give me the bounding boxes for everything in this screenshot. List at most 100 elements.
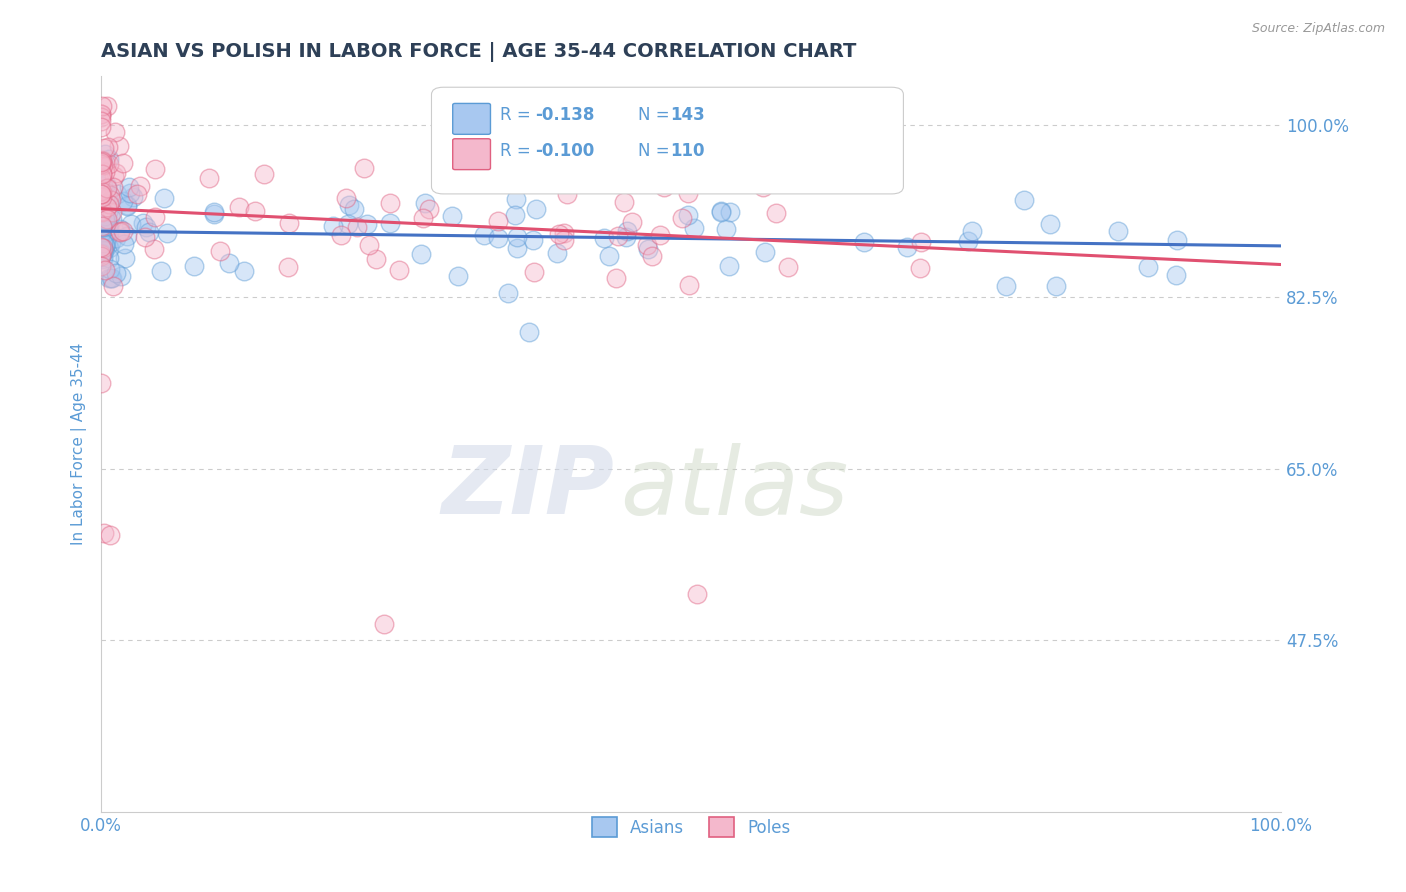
Point — [120, 217, 142, 231]
Point — [672, 171, 695, 186]
Point — [97, 188, 120, 202]
Point — [90, 114, 112, 128]
Point — [93, 237, 115, 252]
Point — [90, 222, 112, 236]
Point — [546, 246, 568, 260]
Point — [127, 186, 149, 201]
Point — [90, 219, 112, 234]
Point — [94, 213, 117, 227]
Point — [522, 233, 544, 247]
Point — [90, 184, 112, 198]
Point — [90, 110, 112, 124]
Point — [91, 237, 114, 252]
Point — [91, 190, 114, 204]
Point — [143, 161, 166, 176]
Point — [150, 264, 173, 278]
Point — [505, 193, 527, 207]
Point — [94, 157, 117, 171]
Point — [91, 243, 114, 257]
Point — [103, 279, 125, 293]
Point — [97, 153, 120, 167]
Point — [409, 247, 432, 261]
Point — [97, 204, 120, 219]
Point — [896, 240, 918, 254]
Point — [118, 180, 141, 194]
Point — [329, 228, 352, 243]
Point — [101, 212, 124, 227]
Point — [155, 226, 177, 240]
Point — [90, 211, 112, 226]
FancyBboxPatch shape — [432, 87, 904, 194]
Point — [636, 238, 658, 252]
Point — [90, 226, 112, 240]
Point — [337, 198, 360, 212]
Point — [93, 141, 115, 155]
Point — [593, 168, 616, 182]
Point — [322, 219, 344, 234]
Point — [93, 214, 115, 228]
Point — [91, 168, 114, 182]
Point — [717, 259, 740, 273]
Point — [90, 247, 112, 261]
Point — [553, 226, 575, 240]
Point — [662, 172, 685, 186]
Point — [517, 325, 540, 339]
Point — [93, 241, 115, 255]
Text: 110: 110 — [669, 142, 704, 161]
Point — [90, 232, 112, 246]
Point — [90, 216, 112, 230]
Point — [1012, 193, 1035, 207]
Point — [472, 147, 495, 161]
Point — [115, 199, 138, 213]
Y-axis label: In Labor Force | Age 35-44: In Labor Force | Age 35-44 — [72, 343, 87, 545]
Point — [479, 155, 502, 169]
Point — [98, 156, 121, 170]
Point — [995, 278, 1018, 293]
Point — [1107, 223, 1129, 237]
Point — [607, 229, 630, 244]
Point — [90, 220, 112, 235]
Point — [94, 147, 117, 161]
Point — [209, 244, 232, 258]
Point — [104, 266, 127, 280]
Point — [93, 236, 115, 251]
Point — [378, 216, 401, 230]
Point — [98, 528, 121, 542]
Point — [90, 259, 112, 273]
Point — [121, 190, 143, 204]
Point — [90, 156, 112, 170]
Point — [523, 265, 546, 279]
Point — [94, 212, 117, 227]
Point — [98, 188, 121, 202]
Point — [90, 189, 112, 203]
Point — [90, 198, 112, 212]
Point — [108, 225, 131, 239]
Point — [359, 238, 381, 252]
Point — [90, 156, 112, 170]
Text: ZIP: ZIP — [441, 442, 614, 534]
Point — [129, 178, 152, 193]
Point — [353, 161, 375, 175]
Point — [93, 209, 115, 223]
Point — [90, 189, 112, 203]
Point — [90, 240, 112, 254]
Point — [91, 153, 114, 168]
Point — [671, 211, 693, 225]
Point — [90, 221, 112, 235]
Point — [97, 219, 120, 234]
Point — [115, 228, 138, 243]
Point — [91, 98, 114, 112]
Point — [108, 139, 131, 153]
Point — [555, 187, 578, 202]
Point — [486, 231, 509, 245]
Point — [98, 220, 121, 235]
Point — [91, 219, 114, 234]
Point — [90, 235, 112, 249]
Point — [614, 229, 637, 244]
Point — [616, 224, 638, 238]
Point — [94, 239, 117, 253]
Point — [356, 218, 378, 232]
Point — [96, 211, 118, 226]
Point — [91, 250, 114, 264]
Point — [547, 227, 569, 241]
